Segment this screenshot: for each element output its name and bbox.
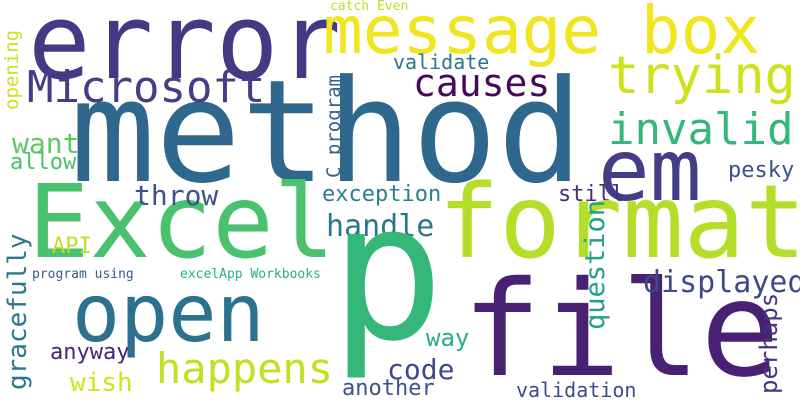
word-validation: validation <box>516 378 637 400</box>
word-excelapp-workbooks: excelApp Workbooks <box>180 267 321 282</box>
word-program-using: program using <box>32 267 134 282</box>
word-error: error <box>28 0 342 103</box>
word-invalid: invalid <box>608 104 794 155</box>
word-way: way <box>426 324 470 352</box>
word-pesky: pesky <box>728 158 795 183</box>
word-p: p <box>330 162 445 383</box>
word-wish: wish <box>70 368 133 398</box>
word-catch-even: catch Even <box>330 0 409 14</box>
word-exception: exception <box>322 182 442 207</box>
word-api: API <box>52 234 92 259</box>
word-validate: validate <box>393 50 490 74</box>
word-code: code <box>387 353 455 386</box>
word-em: em <box>598 121 702 221</box>
word-handle: handle <box>326 209 435 244</box>
word-format: format <box>438 163 800 282</box>
word-file: file <box>462 253 780 400</box>
word-causes: causes <box>413 61 551 105</box>
word-another: another <box>342 376 435 400</box>
word-happens: happens <box>156 344 334 393</box>
word-excel: Excel <box>28 163 336 282</box>
word-trying: trying <box>608 46 796 106</box>
word-allow: allow <box>10 150 77 175</box>
word-opening: opening <box>1 29 23 110</box>
word-method: method <box>70 50 583 215</box>
word-still: still <box>558 182 625 207</box>
word-microsoft: Microsoft <box>27 62 266 113</box>
word-want: want <box>12 127 80 160</box>
word-open: open <box>72 267 265 360</box>
word-perhaps: perhaps <box>755 292 783 394</box>
word-message-box: message box <box>323 0 761 69</box>
word-displayed: displayed <box>643 265 800 300</box>
word-throw: throw <box>134 179 219 212</box>
word-anyway: anyway <box>50 340 130 365</box>
word-gracefully: gracefully <box>3 233 33 390</box>
